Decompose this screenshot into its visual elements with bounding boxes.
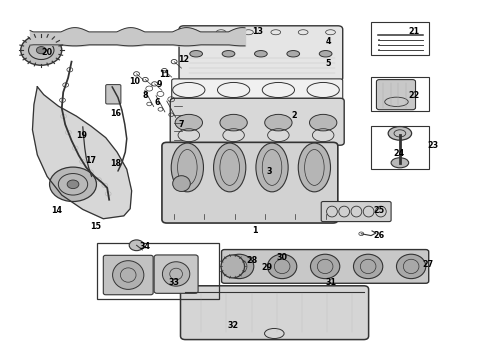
FancyBboxPatch shape xyxy=(103,255,153,295)
Text: 27: 27 xyxy=(423,260,434,269)
Ellipse shape xyxy=(265,114,292,131)
Text: 22: 22 xyxy=(408,91,419,100)
Text: 21: 21 xyxy=(408,27,419,36)
Text: 14: 14 xyxy=(51,206,62,215)
Text: 4: 4 xyxy=(325,37,331,46)
Ellipse shape xyxy=(21,35,62,65)
Text: 23: 23 xyxy=(428,141,439,150)
FancyBboxPatch shape xyxy=(180,286,368,339)
Text: 10: 10 xyxy=(129,77,141,86)
FancyBboxPatch shape xyxy=(321,202,391,222)
Text: 5: 5 xyxy=(325,59,331,68)
Ellipse shape xyxy=(190,50,202,57)
Text: 31: 31 xyxy=(325,278,336,287)
Ellipse shape xyxy=(179,33,191,44)
Text: 7: 7 xyxy=(179,120,184,129)
FancyBboxPatch shape xyxy=(221,249,429,283)
Bar xyxy=(371,77,429,111)
Ellipse shape xyxy=(221,255,245,278)
Ellipse shape xyxy=(49,167,97,202)
Ellipse shape xyxy=(224,254,254,279)
Text: 30: 30 xyxy=(276,253,287,262)
Text: 15: 15 xyxy=(91,222,101,231)
Bar xyxy=(371,22,429,55)
Text: 1: 1 xyxy=(252,226,258,235)
FancyBboxPatch shape xyxy=(172,79,343,101)
Ellipse shape xyxy=(171,143,203,192)
Text: 12: 12 xyxy=(178,55,190,64)
Ellipse shape xyxy=(256,143,288,192)
Ellipse shape xyxy=(89,33,100,44)
Text: 26: 26 xyxy=(374,231,385,240)
FancyBboxPatch shape xyxy=(170,98,344,145)
Text: 24: 24 xyxy=(393,149,404,158)
Text: 17: 17 xyxy=(86,156,97,165)
Ellipse shape xyxy=(222,50,235,57)
FancyBboxPatch shape xyxy=(154,255,198,293)
Ellipse shape xyxy=(113,261,144,289)
Bar xyxy=(371,126,429,168)
Ellipse shape xyxy=(311,254,340,279)
Text: 11: 11 xyxy=(159,70,170,79)
Ellipse shape xyxy=(175,114,202,131)
Text: 29: 29 xyxy=(262,264,272,273)
Ellipse shape xyxy=(67,180,79,189)
Ellipse shape xyxy=(396,254,426,279)
FancyBboxPatch shape xyxy=(376,80,416,110)
Ellipse shape xyxy=(310,114,337,131)
Bar xyxy=(98,243,219,299)
Ellipse shape xyxy=(298,143,331,192)
Ellipse shape xyxy=(44,33,55,44)
Text: 25: 25 xyxy=(374,206,385,215)
Ellipse shape xyxy=(162,262,190,286)
Ellipse shape xyxy=(353,254,383,279)
Text: 16: 16 xyxy=(110,109,121,118)
Ellipse shape xyxy=(214,143,246,192)
Ellipse shape xyxy=(36,46,46,54)
Ellipse shape xyxy=(391,158,409,168)
Ellipse shape xyxy=(388,127,412,140)
Text: 3: 3 xyxy=(267,167,272,176)
Text: 32: 32 xyxy=(227,321,238,330)
Ellipse shape xyxy=(319,50,332,57)
Text: 19: 19 xyxy=(76,131,87,140)
Text: 33: 33 xyxy=(169,278,180,287)
Ellipse shape xyxy=(134,33,146,44)
Text: 2: 2 xyxy=(291,111,296,120)
FancyBboxPatch shape xyxy=(106,85,121,104)
Ellipse shape xyxy=(172,176,190,192)
FancyBboxPatch shape xyxy=(179,26,343,81)
Ellipse shape xyxy=(224,33,236,44)
Text: 6: 6 xyxy=(154,98,160,107)
FancyBboxPatch shape xyxy=(162,142,338,223)
Ellipse shape xyxy=(129,240,144,251)
Text: 20: 20 xyxy=(42,48,53,57)
Ellipse shape xyxy=(268,254,297,279)
Text: 9: 9 xyxy=(157,81,162,90)
Ellipse shape xyxy=(287,50,299,57)
Text: 18: 18 xyxy=(110,159,121,168)
Text: 13: 13 xyxy=(252,27,263,36)
Text: 34: 34 xyxy=(139,242,150,251)
Ellipse shape xyxy=(220,114,247,131)
Text: 28: 28 xyxy=(246,256,258,265)
Ellipse shape xyxy=(254,50,267,57)
Polygon shape xyxy=(32,87,132,219)
Text: 8: 8 xyxy=(142,91,147,100)
